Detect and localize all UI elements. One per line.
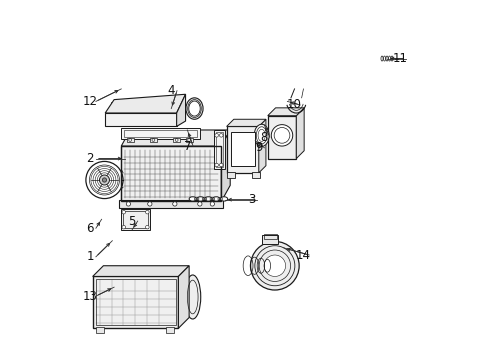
Text: 8: 8 [260, 131, 267, 144]
Circle shape [214, 134, 218, 137]
Bar [165, 327, 173, 333]
Circle shape [145, 225, 149, 229]
Text: 2: 2 [86, 152, 94, 165]
Polygon shape [105, 113, 176, 126]
Bar [121, 146, 221, 202]
Bar [185, 138, 192, 142]
Ellipse shape [256, 127, 266, 144]
Polygon shape [176, 94, 185, 126]
Text: 6: 6 [86, 222, 94, 235]
Bar [124, 130, 197, 137]
Bar [173, 138, 180, 142]
Circle shape [122, 210, 125, 214]
Text: 13: 13 [82, 289, 98, 303]
Text: 7: 7 [183, 140, 191, 153]
Text: 10: 10 [286, 99, 301, 112]
Circle shape [210, 202, 214, 206]
Circle shape [122, 225, 125, 229]
Polygon shape [267, 108, 304, 116]
Polygon shape [258, 119, 265, 173]
Bar [149, 138, 157, 142]
Bar [119, 200, 223, 208]
Text: 3: 3 [247, 193, 255, 206]
Bar [230, 132, 254, 166]
Ellipse shape [184, 275, 201, 319]
Ellipse shape [197, 197, 203, 201]
Text: 4: 4 [167, 84, 175, 97]
Ellipse shape [254, 124, 268, 147]
Circle shape [264, 255, 285, 276]
Circle shape [145, 210, 149, 214]
Bar [262, 235, 278, 244]
Bar [126, 138, 134, 142]
Text: 9: 9 [255, 141, 262, 154]
Polygon shape [105, 94, 185, 113]
Bar [215, 132, 223, 167]
Circle shape [271, 125, 292, 146]
Polygon shape [121, 130, 230, 146]
Bar [214, 130, 224, 169]
Ellipse shape [189, 197, 196, 201]
Bar [121, 146, 221, 202]
Circle shape [250, 242, 299, 290]
Text: 14: 14 [295, 248, 310, 261]
Bar [96, 327, 104, 333]
Circle shape [214, 163, 218, 167]
Circle shape [219, 163, 223, 167]
Bar [264, 234, 276, 239]
Bar [110, 102, 171, 112]
Circle shape [99, 175, 109, 185]
Ellipse shape [204, 197, 212, 201]
Bar [252, 172, 260, 178]
Ellipse shape [220, 197, 227, 201]
Circle shape [219, 134, 223, 137]
Circle shape [197, 202, 202, 206]
Polygon shape [178, 266, 189, 328]
Bar [121, 209, 149, 230]
Circle shape [102, 178, 106, 182]
Polygon shape [221, 130, 230, 202]
Bar [123, 211, 147, 228]
Text: 11: 11 [391, 52, 407, 65]
Polygon shape [226, 119, 265, 126]
Ellipse shape [188, 101, 200, 116]
Polygon shape [296, 108, 304, 158]
Ellipse shape [212, 197, 220, 201]
Bar [226, 126, 258, 173]
Text: 1: 1 [86, 250, 94, 263]
Text: 5: 5 [128, 215, 135, 228]
Circle shape [126, 202, 130, 206]
Text: 12: 12 [82, 95, 98, 108]
Circle shape [147, 202, 152, 206]
Bar [227, 172, 235, 178]
Bar [121, 128, 200, 139]
Bar [95, 279, 175, 325]
Bar [93, 276, 178, 328]
Polygon shape [93, 266, 189, 276]
Bar [267, 116, 296, 158]
Circle shape [172, 202, 177, 206]
Ellipse shape [185, 98, 203, 119]
